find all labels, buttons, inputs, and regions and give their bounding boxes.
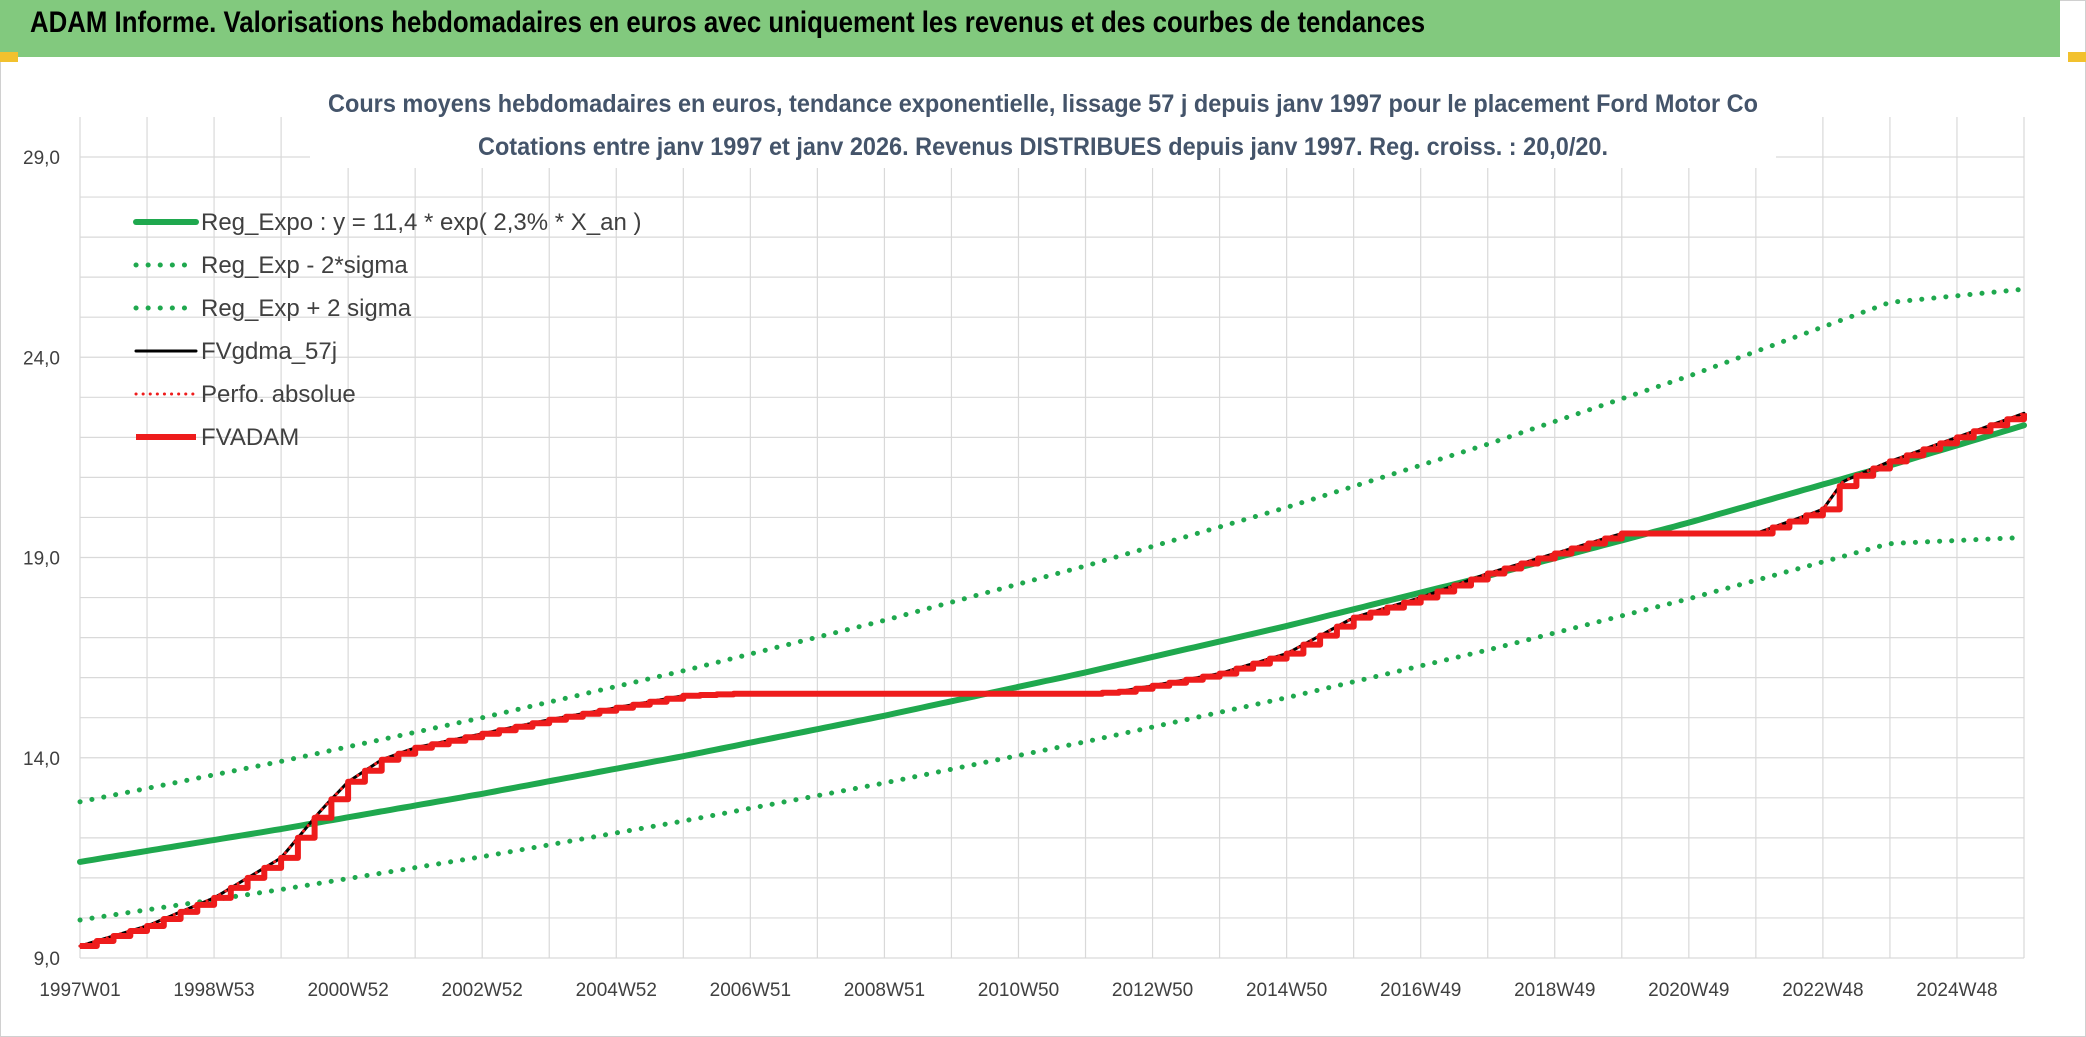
series-fvadam <box>80 413 2027 949</box>
x-tick-label: 2018W49 <box>1514 980 1595 1001</box>
y-tick-label: 19,0 <box>23 549 60 570</box>
series-reg-expo <box>77 422 2027 865</box>
x-axis-ticks: 1997W01 1998W53 2000W52 2002W52 2004W52 2006W… <box>39 980 1997 1001</box>
x-tick-label: 2016W49 <box>1380 980 1461 1001</box>
legend-label: Reg_Exp + 2 sigma <box>201 295 412 322</box>
x-tick-label: 1997W01 <box>39 980 120 1001</box>
corner-marker-left <box>0 52 18 62</box>
chart-title: Cours moyens hebdomadaires en euros, ten… <box>328 90 1758 118</box>
x-tick-label: 2020W49 <box>1648 980 1729 1001</box>
report-header: ADAM Informe. Valorisations hebdomadaire… <box>0 0 2060 57</box>
y-tick-label: 24,0 <box>23 348 60 369</box>
legend: Reg_Expo : y = 11,4 * exp( 2,3% * X_an )… <box>133 209 641 451</box>
x-tick-label: 2006W51 <box>710 980 791 1001</box>
gridlines <box>79 117 2025 959</box>
chart-subtitle: Cotations entre janv 1997 et janv 2026. … <box>478 133 1608 161</box>
x-tick-label: 2000W52 <box>307 980 388 1001</box>
x-tick-label: 2012W50 <box>1112 980 1193 1001</box>
x-tick-label: 2010W50 <box>978 980 1059 1001</box>
legend-label: FVgdma_57j <box>201 338 337 365</box>
series-reg-exp-plus-2sigma <box>77 286 2027 805</box>
legend-label: FVADAM <box>201 424 299 451</box>
corner-marker-right <box>2068 52 2086 62</box>
x-tick-label: 2024W48 <box>1916 980 1997 1001</box>
legend-label: Reg_Exp - 2*sigma <box>201 252 408 279</box>
x-tick-label: 2002W52 <box>442 980 523 1001</box>
x-tick-label: 2008W51 <box>844 980 925 1001</box>
x-tick-label: 2014W50 <box>1246 980 1327 1001</box>
x-tick-label: 1998W53 <box>173 980 254 1001</box>
x-tick-label: 2004W52 <box>576 980 657 1001</box>
series-reg-exp-minus-2sigma <box>77 535 2027 923</box>
y-tick-label: 9,0 <box>34 949 60 970</box>
series-layer <box>77 286 2027 949</box>
legend-label: Reg_Expo : y = 11,4 * exp( 2,3% * X_an ) <box>201 209 641 236</box>
y-tick-label: 14,0 <box>23 749 60 770</box>
y-axis-ticks: 9,0 14,0 19,0 24,0 29,0 <box>23 148 60 970</box>
x-tick-label: 2022W48 <box>1782 980 1863 1001</box>
title-background <box>310 82 1776 168</box>
legend-label: Perfo. absolue <box>201 381 356 408</box>
report-title: ADAM Informe. Valorisations hebdomadaire… <box>30 6 1426 39</box>
y-tick-label: 29,0 <box>23 148 60 169</box>
